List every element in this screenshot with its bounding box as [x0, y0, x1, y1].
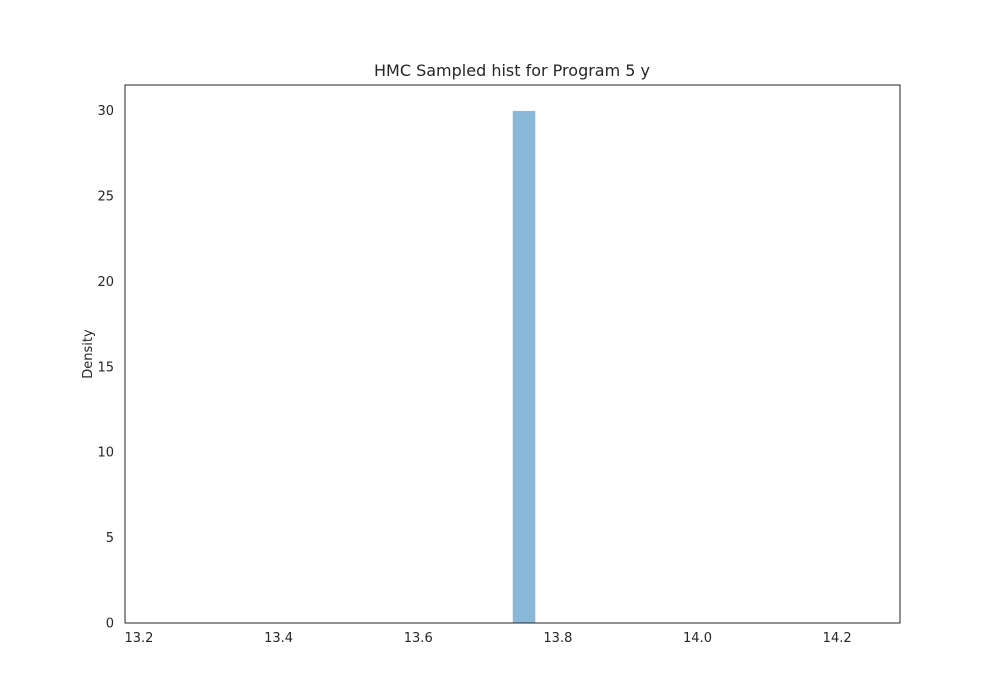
plot-area: 13.2 13.4 13.6 13.8 14.0 14.2 0 5 10 15 20 25 30 [97, 84, 901, 646]
x-tick-label: 13.8 [543, 631, 572, 646]
y-tick-label: 30 [97, 104, 114, 119]
y-tick-label: 10 [97, 446, 114, 461]
chart-title: HMC Sampled hist for Program 5 y [374, 61, 650, 80]
x-tick-label: 13.6 [404, 631, 433, 646]
y-tick-label: 25 [97, 190, 114, 205]
y-tick-label: 20 [97, 275, 114, 290]
y-tick-label: 15 [97, 360, 114, 375]
histogram-bar [512, 110, 536, 624]
y-tick-label: 0 [106, 617, 114, 632]
x-tick-label: 14.2 [823, 631, 852, 646]
y-axis-label: Density [81, 329, 96, 379]
axes-frame [124, 84, 901, 624]
x-tick-label: 14.0 [683, 631, 712, 646]
x-tick-label: 13.4 [264, 631, 293, 646]
x-tick-label: 13.2 [124, 631, 153, 646]
y-tick-label: 5 [106, 531, 114, 546]
